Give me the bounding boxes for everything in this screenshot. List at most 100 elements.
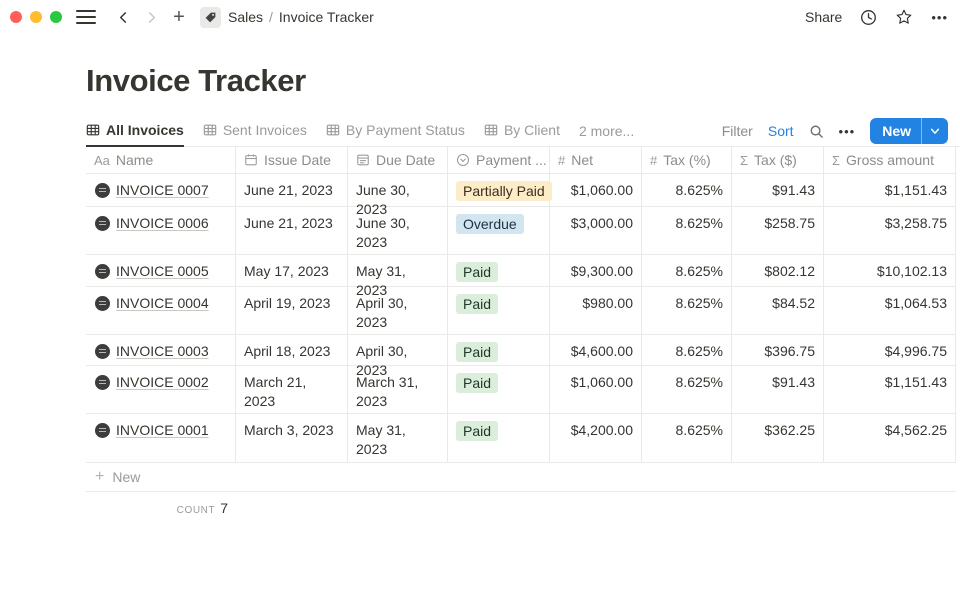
gross-cell[interactable]: $1,151.43	[824, 174, 956, 206]
invoice-link[interactable]: INVOICE 0006	[116, 215, 209, 231]
traffic-light-minimize[interactable]	[30, 11, 42, 23]
new-page-button[interactable]: +	[173, 6, 185, 28]
due-date-cell[interactable]: March 31, 2023	[348, 366, 448, 413]
more-menu-button[interactable]: •••	[931, 9, 948, 25]
tax-pct-cell[interactable]: 8.625%	[642, 287, 732, 334]
tab-sent-invoices[interactable]: Sent Invoices	[203, 116, 307, 147]
column-header-name[interactable]: Aa Name	[86, 147, 236, 173]
tab-all-invoices[interactable]: All Invoices	[86, 116, 184, 147]
tax-usd-cell[interactable]: $91.43	[732, 366, 824, 413]
view-options-button[interactable]: •••	[838, 123, 856, 139]
payment-status-cell[interactable]: Paid	[448, 366, 550, 413]
forward-button[interactable]	[140, 6, 162, 28]
tab-by-payment-status[interactable]: By Payment Status	[326, 116, 465, 147]
gross-cell[interactable]: $1,151.43	[824, 366, 956, 413]
net-cell[interactable]: $9,300.00	[550, 255, 642, 286]
tax-pct-cell[interactable]: 8.625%	[642, 366, 732, 413]
column-header-payment-status[interactable]: Payment ...	[448, 147, 550, 173]
payment-status-cell[interactable]: Partially Paid	[448, 174, 552, 206]
column-header-due-date[interactable]: Payment ... Due Date	[348, 147, 448, 173]
tax-pct-cell[interactable]: 8.625%	[642, 174, 732, 206]
invoice-link[interactable]: INVOICE 0005	[116, 263, 209, 279]
history-button[interactable]	[860, 9, 877, 26]
invoice-link[interactable]: INVOICE 0003	[116, 343, 209, 359]
traffic-light-zoom[interactable]	[50, 11, 62, 23]
net-cell[interactable]: $4,200.00	[550, 414, 642, 462]
tax-pct-cell[interactable]: 8.625%	[642, 414, 732, 462]
issue-date-cell[interactable]: June 21, 2023	[236, 207, 348, 254]
tax-pct-cell[interactable]: 8.625%	[642, 255, 732, 286]
invoice-link[interactable]: INVOICE 0004	[116, 295, 209, 311]
column-header-tax-usd[interactable]: Σ Tax ($)	[732, 147, 824, 173]
invoice-link[interactable]: INVOICE 0007	[116, 182, 209, 198]
filter-button[interactable]: Filter	[721, 123, 753, 139]
column-header-gross-amount[interactable]: Σ Gross amount	[824, 147, 956, 173]
due-date-cell[interactable]: May 31, 2023	[348, 414, 448, 462]
payment-status-cell[interactable]: Paid	[448, 335, 550, 365]
due-date-cell[interactable]: June 30, 2023	[348, 174, 448, 217]
new-button-caret[interactable]	[922, 118, 948, 144]
share-button[interactable]: Share	[804, 9, 843, 25]
issue-date-cell[interactable]: March 3, 2023	[236, 414, 348, 462]
traffic-light-close[interactable]	[10, 11, 22, 23]
payment-status-cell[interactable]: Paid	[448, 414, 550, 462]
invoice-link[interactable]: INVOICE 0002	[116, 374, 209, 390]
tax-usd-cell[interactable]: $362.25	[732, 414, 824, 462]
tax-usd-cell[interactable]: $258.75	[732, 207, 824, 254]
more-views-link[interactable]: 2 more...	[578, 123, 635, 139]
payment-status-cell[interactable]: Paid	[448, 287, 550, 334]
back-button[interactable]	[112, 6, 134, 28]
page-title[interactable]: Invoice Tracker	[86, 63, 306, 98]
net-cell[interactable]: $4,600.00	[550, 335, 642, 365]
column-header-tax-pct[interactable]: # Tax (%)	[642, 147, 732, 173]
sort-button[interactable]: Sort	[767, 123, 794, 139]
name-cell[interactable]: INVOICE 0003	[86, 335, 236, 365]
net-cell[interactable]: $980.00	[550, 287, 642, 334]
due-date-cell[interactable]: May 31, 2023	[348, 255, 448, 298]
issue-date-cell[interactable]: March 21, 2023	[236, 366, 348, 413]
gross-cell[interactable]: $10,102.13	[824, 255, 956, 286]
name-cell[interactable]: INVOICE 0002	[86, 366, 236, 413]
tax-usd-cell[interactable]: $84.52	[732, 287, 824, 334]
due-date-cell[interactable]: April 30, 2023	[348, 287, 448, 334]
name-cell[interactable]: INVOICE 0007	[86, 174, 236, 206]
issue-date-cell[interactable]: May 17, 2023	[236, 255, 348, 286]
gross-cell[interactable]: $1,064.53	[824, 287, 956, 334]
tax-pct-cell[interactable]: 8.625%	[642, 335, 732, 365]
gross-cell[interactable]: $4,562.25	[824, 414, 956, 462]
tax-usd-cell[interactable]: $802.12	[732, 255, 824, 286]
new-row-button[interactable]: + New	[86, 463, 956, 492]
payment-status-cell[interactable]: Paid	[448, 255, 550, 286]
invoice-link[interactable]: INVOICE 0001	[116, 422, 209, 438]
column-header-net[interactable]: # Net	[550, 147, 642, 173]
name-cell[interactable]: INVOICE 0001	[86, 414, 236, 462]
tax-pct-cell[interactable]: 8.625%	[642, 207, 732, 254]
name-cell[interactable]: INVOICE 0006	[86, 207, 236, 254]
issue-date-cell[interactable]: April 18, 2023	[236, 335, 348, 365]
issue-date-value: April 19, 2023	[244, 295, 331, 311]
issue-date-cell[interactable]: April 19, 2023	[236, 287, 348, 334]
due-date-cell[interactable]: April 30, 2023	[348, 335, 448, 378]
name-cell[interactable]: INVOICE 0004	[86, 287, 236, 334]
payment-status-cell[interactable]: Overdue	[448, 207, 550, 254]
net-cell[interactable]: $1,060.00	[550, 366, 642, 413]
net-cell[interactable]: $1,060.00	[550, 174, 642, 206]
gross-cell[interactable]: $3,258.75	[824, 207, 956, 254]
gross-cell[interactable]: $4,996.75	[824, 335, 956, 365]
tax-usd-cell[interactable]: $396.75	[732, 335, 824, 365]
sidebar-toggle-icon[interactable]	[76, 10, 96, 24]
net-cell[interactable]: $3,000.00	[550, 207, 642, 254]
issue-date-cell[interactable]: June 21, 2023	[236, 174, 348, 206]
page-icon-chip[interactable]	[200, 6, 221, 28]
due-date-cell[interactable]: June 30, 2023	[348, 207, 448, 254]
breadcrumb-parent[interactable]: Sales	[228, 9, 264, 25]
column-header-issue-date[interactable]: Issue Date	[236, 147, 348, 173]
favorite-button[interactable]	[895, 8, 913, 26]
tax-usd-cell[interactable]: $91.43	[732, 174, 824, 206]
name-cell[interactable]: INVOICE 0005	[86, 255, 236, 286]
breadcrumb-current[interactable]: Invoice Tracker	[278, 9, 374, 25]
count-aggregate[interactable]: count 7	[86, 500, 236, 516]
tab-by-client[interactable]: By Client	[484, 116, 560, 147]
search-button[interactable]	[809, 124, 824, 139]
new-button[interactable]: New	[870, 118, 948, 144]
